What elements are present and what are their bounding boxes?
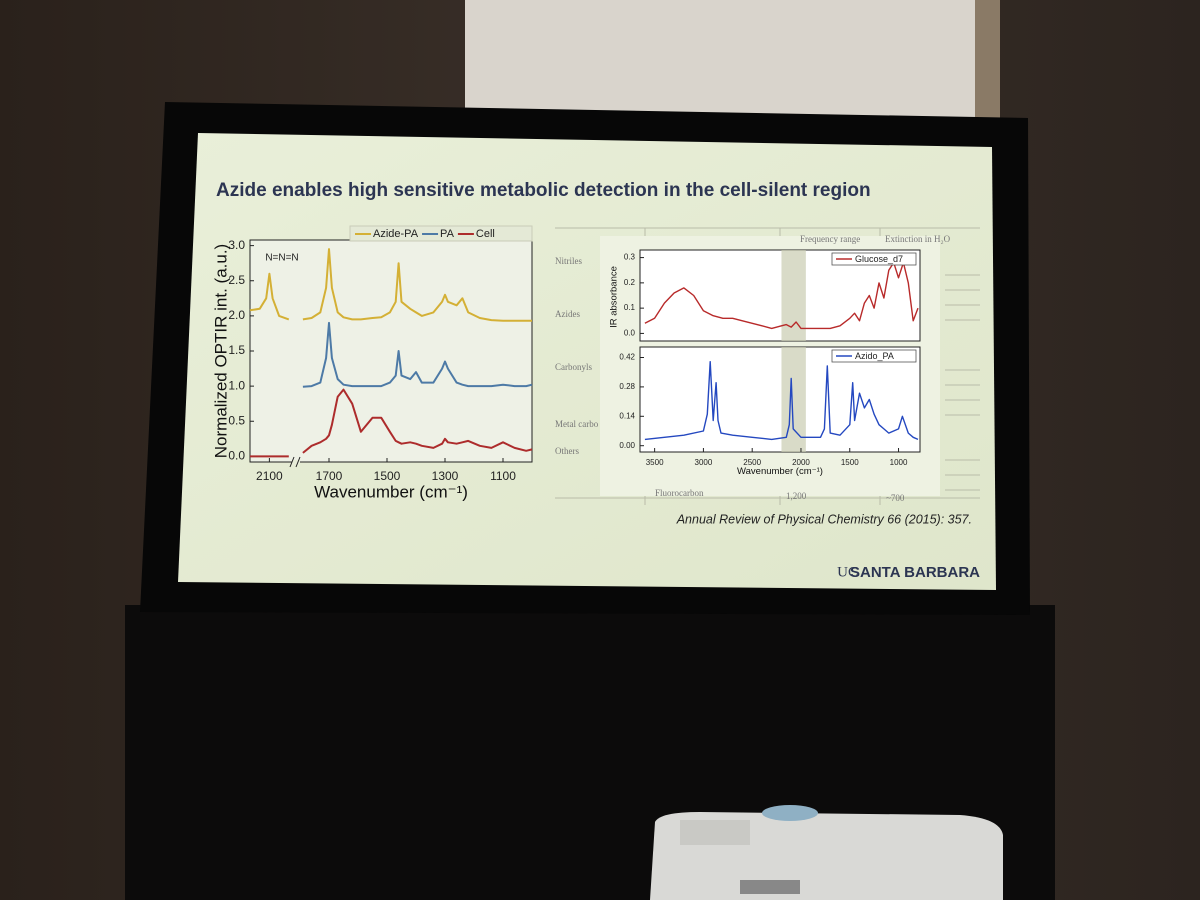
y-tick-label: 0.3 — [624, 253, 636, 262]
x-tick-label: 1700 — [316, 469, 343, 483]
legend-box — [831, 349, 917, 363]
y-tick-label: 0.14 — [619, 411, 635, 420]
plot-area — [249, 239, 533, 463]
x-tick-label: 1500 — [841, 458, 859, 467]
y-tick-label: 0.0 — [228, 449, 245, 463]
legend-label: PA — [440, 228, 455, 240]
x-axis-label: Wavenumber (cm⁻¹) — [737, 466, 823, 477]
projector-vent — [680, 820, 750, 845]
x-tick-label: 1300 — [432, 469, 459, 483]
y-tick-label: 0.1 — [624, 303, 636, 312]
legend-label: Cell — [476, 228, 495, 240]
axis-break-mark — [289, 456, 301, 468]
y-axis-label: Normalized OPTIR int. (a.u.) — [211, 244, 230, 458]
legend-label: Azide-PA — [373, 228, 419, 240]
legend-box — [349, 225, 533, 242]
x-tick-label: 2100 — [256, 469, 283, 483]
legend-box — [831, 252, 917, 266]
table-row-label: Nitriles — [555, 256, 582, 266]
table-row-label: Azides — [555, 309, 580, 319]
highlight-band — [781, 347, 806, 452]
data-line — [249, 248, 532, 322]
y-tick-label: 1.5 — [228, 343, 245, 357]
legend-label: Azido_PA — [855, 351, 894, 361]
projector-lens — [762, 805, 818, 821]
x-tick-label: 1500 — [374, 469, 401, 483]
y-tick-label: 0.00 — [619, 441, 635, 450]
x-tick-label: 3000 — [695, 458, 713, 467]
y-tick-label: 2.5 — [228, 273, 245, 287]
x-tick-label: 1000 — [890, 458, 908, 467]
y-tick-label: 1.0 — [228, 378, 245, 392]
y-tick-label: 2.0 — [228, 308, 245, 322]
table-header: Frequency range — [800, 234, 860, 244]
axis-break-gap — [292, 460, 300, 465]
highlight-band — [781, 250, 806, 341]
logo-name: SANTA BARBARA — [850, 564, 980, 581]
plot-area — [639, 346, 921, 453]
wall-trim — [975, 0, 1000, 120]
table-row-label: Others — [555, 446, 579, 456]
y-tick-label: 0.0 — [624, 329, 636, 338]
x-tick-label: 2500 — [743, 458, 761, 467]
projector-ports — [740, 880, 800, 894]
x-tick-label: 2000 — [792, 458, 810, 467]
citation: Annual Review of Physical Chemistry 66 (… — [676, 512, 972, 526]
table-footer: Fluorocarbon — [655, 488, 704, 498]
data-line — [250, 388, 533, 458]
peak-annotation: N=N=N — [265, 253, 298, 264]
y-tick-label: 0.2 — [624, 278, 636, 287]
x-axis-label: Wavenumber (cm⁻¹) — [314, 482, 468, 501]
x-tick-label: 1100 — [490, 469, 516, 483]
data-line — [644, 361, 919, 441]
back-wall-light — [465, 0, 1000, 120]
y-axis-label: IR absorbance — [609, 266, 620, 328]
data-line — [644, 261, 919, 330]
table-row-label: Carbonyls — [555, 362, 592, 372]
table-footer: ~700 — [886, 493, 905, 503]
y-tick-label: 3.0 — [228, 238, 245, 252]
table-footer: 1,200 — [786, 491, 807, 501]
data-line — [302, 321, 533, 388]
logo-prefix: UC — [837, 564, 858, 580]
y-tick-label: 0.5 — [228, 413, 245, 427]
table-header: Extinction in H₂O — [885, 234, 951, 244]
x-tick-label: 3500 — [646, 458, 664, 467]
y-tick-label: 0.42 — [619, 353, 635, 362]
legend-label: Glucose_d7 — [855, 254, 903, 264]
y-tick-label: 0.28 — [619, 382, 635, 391]
slide-title: Azide enables high sensitive metabolic d… — [216, 180, 871, 201]
table-row-label: Metal carbo — [555, 419, 599, 429]
